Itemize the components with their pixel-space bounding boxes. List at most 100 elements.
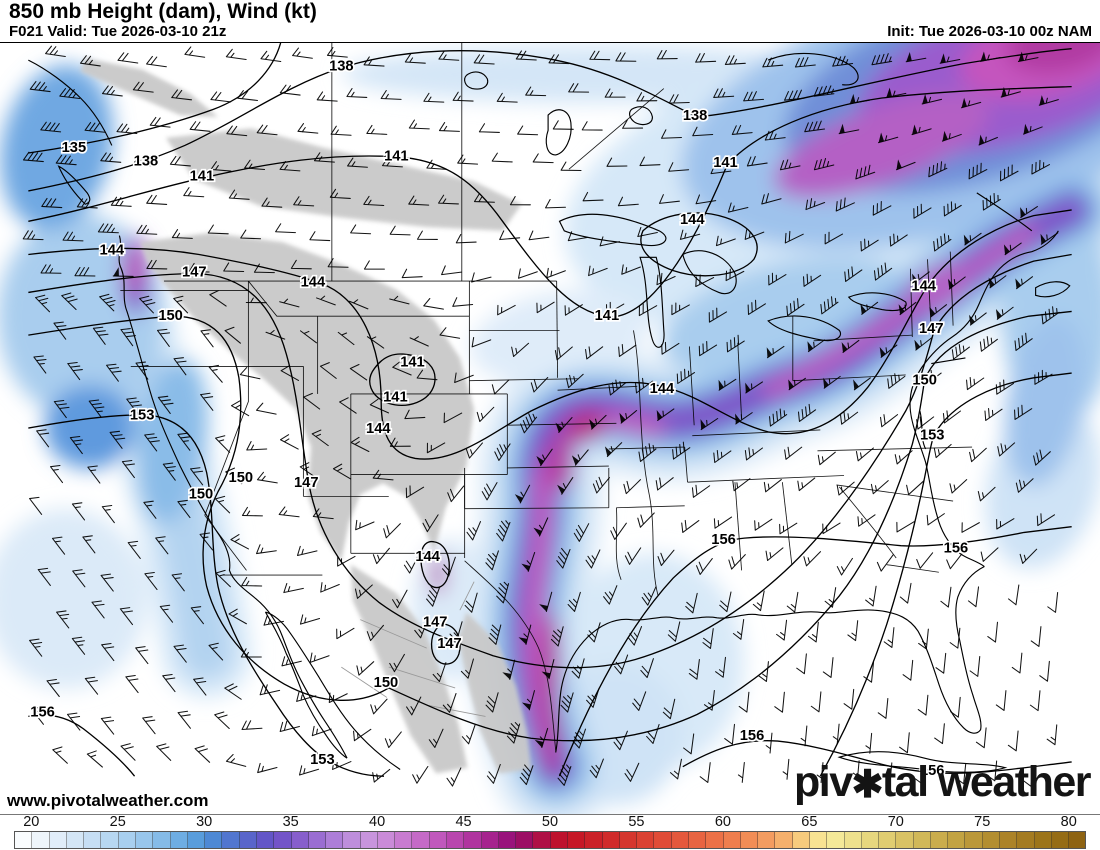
colorbar-cell: [637, 832, 655, 848]
colorbar-cell: [291, 832, 309, 848]
contour-label: 138: [683, 108, 708, 124]
colorbar-cell: [792, 832, 810, 848]
colorbar-cell: [827, 832, 845, 848]
colorbar-cell: [481, 832, 499, 848]
colorbar-cell: [274, 832, 292, 848]
colorbar-ticks: 20 25 30 35 40 45 50 55 60 65 70 75 80: [0, 814, 1100, 830]
init-time: Init: Tue 2026-03-10 00z NAM: [887, 23, 1092, 40]
logo-text-post: tal weather: [881, 758, 1092, 806]
colorbar-cell: [844, 832, 862, 848]
colorbar-cell: [982, 832, 1001, 848]
product-title: 850 mb Height (dam), Wind (kt): [9, 0, 317, 23]
colorbar-cell: [930, 832, 949, 848]
colorbar-cell: [1051, 832, 1070, 848]
colorbar-tick-label: 25: [109, 814, 126, 830]
colorbar-cell: [239, 832, 257, 848]
colorbar-cell: [896, 832, 914, 848]
contour-label: 141: [400, 354, 425, 370]
wind-barbs-layer: [22, 45, 1060, 787]
colorbar-tick-label: 75: [974, 814, 991, 830]
colorbar-cell: [1069, 832, 1086, 848]
valid-time: F021 Valid: Tue 2026-03-10 21z: [9, 23, 227, 40]
contour-label: 141: [384, 149, 409, 165]
colorbar-cell: [447, 832, 465, 848]
colorbar-cell: [688, 832, 707, 848]
colorbar-tick-label: 70: [887, 814, 904, 830]
contour-label: 147: [437, 636, 462, 652]
contour-label: 141: [383, 390, 408, 406]
contour-label: 147: [423, 614, 448, 630]
colorbar-cell: [222, 832, 240, 848]
contour-labels-layer: 135 138 138 138 141 141 141 141 141 141 144 144 144 1…: [29, 57, 970, 781]
colorbar-cell: [861, 832, 880, 848]
colorbar-tick-label: 35: [282, 814, 299, 830]
colorbar-cell: [1000, 832, 1018, 848]
terrain-layer: [80, 58, 532, 774]
contour-label: 144: [911, 279, 936, 295]
colorbar-cell: [706, 832, 724, 848]
colorbar-cell: [412, 832, 430, 848]
contour-label: 147: [182, 264, 207, 280]
contour-label: 138: [134, 153, 159, 169]
colorbar-cell: [66, 832, 85, 848]
colorbar-cell: [671, 832, 689, 848]
colorbar-cell: [153, 832, 171, 848]
colorbar-tick-label: 50: [541, 814, 559, 830]
contour-label: 135: [62, 140, 87, 156]
colorbar-tick-label: 60: [714, 814, 731, 830]
map-canvas[interactable]: 135 138 138 138 141 141 141 141 141 141 144 144 144 1…: [0, 42, 1100, 815]
colorbar-tick-label: 30: [196, 814, 213, 830]
colorbar-cell: [879, 832, 897, 848]
product-header: 850 mb Height (dam), Wind (kt) F021 Vali…: [0, 0, 1100, 42]
contour-label: 141: [713, 155, 738, 171]
colorbar-cell: [308, 832, 327, 848]
colorbar-cell: [360, 832, 378, 848]
colorbar-cell: [654, 832, 672, 848]
colorbar-cell: [723, 832, 741, 848]
colorbar-cell: [516, 832, 534, 848]
contour-label: 144: [100, 243, 125, 259]
contour-label: 150: [229, 470, 254, 486]
colorbar-cell: [343, 832, 361, 848]
colorbar-cell: [205, 832, 223, 848]
colorbar-tick-label: 40: [369, 814, 386, 830]
contour-label: 150: [912, 372, 937, 388]
colorbar-cell: [135, 832, 154, 848]
colorbar-cell: [187, 832, 206, 848]
colorbar-cell: [84, 832, 102, 848]
contour-label: 144: [650, 381, 675, 397]
contour-label: 156: [30, 704, 55, 720]
colorbar-cell: [1034, 832, 1052, 848]
colorbar-cell: [49, 832, 67, 848]
contour-label: 147: [919, 321, 944, 337]
colorbar-cells: [14, 831, 1086, 849]
colorbar-cell: [101, 832, 119, 848]
colorbar-cell: [256, 832, 275, 848]
colorbar-cell: [118, 832, 136, 848]
logo-text-pre: piv: [794, 758, 853, 806]
contour-label: 156: [920, 763, 945, 779]
contour-label: 156: [711, 532, 736, 548]
colorbar-cell: [498, 832, 517, 848]
contour-label: 147: [294, 475, 319, 491]
colorbar-cell: [965, 832, 983, 848]
colorbar-cell: [464, 832, 482, 848]
contour-label: 156: [740, 728, 765, 744]
colorbar-cell: [568, 832, 586, 848]
colorbar-cell: [1017, 832, 1035, 848]
contour-label: 141: [190, 169, 215, 185]
geography-borders-layer: [28, 43, 1071, 773]
colorbar-cell: [740, 832, 759, 848]
colorbar-cell: [602, 832, 620, 848]
colorbar-cell: [550, 832, 568, 848]
colorbar-cell: [326, 832, 344, 848]
colorbar-tick-label: 45: [455, 814, 472, 830]
contour-label: 150: [189, 486, 214, 502]
colorbar-cell: [775, 832, 793, 848]
colorbar-cell: [913, 832, 931, 848]
contour-label: 156: [944, 540, 969, 556]
contour-label: 144: [415, 549, 440, 565]
colorbar-cell: [948, 832, 966, 848]
colorbar-cell: [758, 832, 776, 848]
colorbar-tick-label: 20: [23, 814, 40, 830]
